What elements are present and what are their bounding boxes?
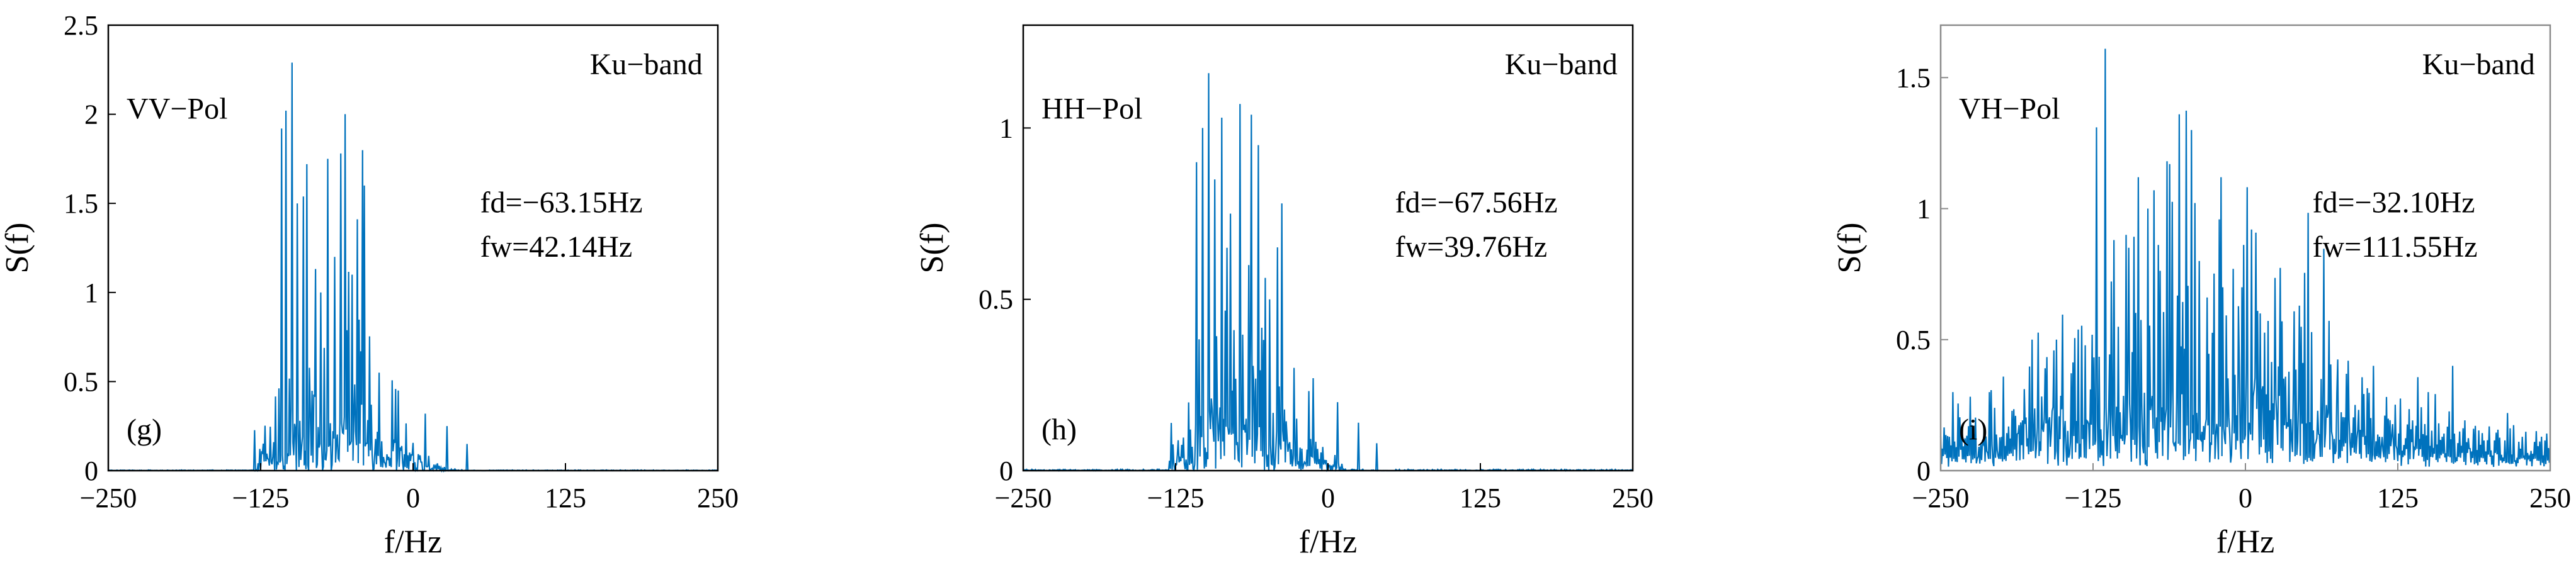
pol-label-g: VV−Pol bbox=[127, 92, 227, 126]
y-axis-ticks-g: 0 0.5 1 1.5 2 2.5 bbox=[64, 10, 116, 486]
x-axis-ticks-g: −250 −125 0 125 250 bbox=[80, 463, 739, 513]
fd-annotation-g: fd=−63.15Hz bbox=[480, 186, 642, 219]
plot-frame-g bbox=[107, 24, 719, 472]
x-tick-label-h: 250 bbox=[1612, 483, 1654, 513]
x-axis-label-h: f/Hz bbox=[1299, 524, 1357, 560]
x-axis-ticks-h: −250 −125 0 125 250 bbox=[995, 463, 1654, 513]
y-tick-label-g: 0 bbox=[84, 456, 98, 486]
x-tick-label-i: 250 bbox=[2529, 483, 2571, 513]
x-tick-label-g: 125 bbox=[545, 483, 586, 513]
x-axis-label-i: f/Hz bbox=[2216, 524, 2274, 560]
chart-panel-i: −250 −125 0 125 250 0 0.5 1 1.5 S(f) f/Hz Ku−ba… bbox=[1832, 24, 2571, 560]
y-tick-label-g: 1 bbox=[84, 277, 98, 308]
band-label-h: Ku−band bbox=[1505, 48, 1618, 81]
band-label-i: Ku−band bbox=[2422, 48, 2535, 81]
y-tick-label-g: 2.5 bbox=[64, 10, 98, 41]
series-line-i bbox=[1939, 48, 2551, 468]
y-tick-label-i: 1.5 bbox=[1896, 62, 1931, 93]
fw-annotation-h: fw=39.76Hz bbox=[1395, 230, 1547, 264]
y-tick-label-g: 2 bbox=[84, 99, 98, 130]
x-tick-label-h: 125 bbox=[1460, 483, 1501, 513]
plot-frame-i bbox=[1939, 24, 2551, 472]
pol-label-h: HH−Pol bbox=[1041, 92, 1142, 126]
chart-panel-h: −250 −125 0 125 250 00.51 S(f) f/Hz Ku−band … bbox=[914, 24, 1654, 560]
x-tick-label-h: −250 bbox=[995, 483, 1052, 513]
x-tick-label-g: −250 bbox=[80, 483, 137, 513]
x-tick-label-g: 250 bbox=[697, 483, 739, 513]
x-tick-label-h: −125 bbox=[1147, 483, 1205, 513]
y-tick-label-h: 0 bbox=[999, 456, 1013, 486]
pol-label-i: VH−Pol bbox=[1959, 92, 2060, 126]
y-tick-label-i: 1 bbox=[1917, 194, 1931, 225]
y-axis-label-h: S(f) bbox=[914, 223, 950, 274]
y-tick-label-g: 1.5 bbox=[64, 188, 98, 219]
y-tick-label-i: 0 bbox=[1917, 456, 1931, 486]
x-axis-label-g: f/Hz bbox=[384, 524, 442, 560]
x-tick-label-g: −125 bbox=[232, 483, 290, 513]
panel-letter-i: (i) bbox=[1959, 413, 1987, 446]
y-tick-label-h: 1 bbox=[999, 113, 1013, 143]
y-axis-label-g: S(f) bbox=[0, 223, 35, 274]
fd-annotation-i: fd=−32.10Hz bbox=[2312, 186, 2475, 219]
x-tick-label-g: 0 bbox=[406, 483, 420, 513]
series-line-h bbox=[1023, 73, 1633, 473]
y-axis-label-i: S(f) bbox=[1832, 223, 1868, 274]
chart-panel-g: −250 −125 0 125 250 0 0.5 1 1.5 2 2.5 S(f) f/Hz K… bbox=[0, 10, 739, 560]
x-tick-label-i: 125 bbox=[2377, 483, 2419, 513]
fw-annotation-g: fw=42.14Hz bbox=[480, 230, 632, 264]
x-tick-label-i: 0 bbox=[2238, 483, 2252, 513]
fd-annotation-h: fd=−67.56Hz bbox=[1395, 186, 1557, 219]
x-axis-ticks-i: −250 −125 0 125 250 bbox=[1912, 463, 2571, 513]
x-tick-label-i: −250 bbox=[1912, 483, 1970, 513]
y-tick-label-h: 0.5 bbox=[979, 284, 1013, 315]
x-tick-label-i: −125 bbox=[2065, 483, 2122, 513]
band-label-g: Ku−band bbox=[590, 48, 703, 81]
panel-letter-g: (g) bbox=[127, 413, 162, 446]
x-tick-label-h: 0 bbox=[1321, 483, 1335, 513]
y-tick-label-g: 0.5 bbox=[64, 366, 98, 397]
y-tick-label-i: 0.5 bbox=[1896, 325, 1931, 356]
panel-letter-h: (h) bbox=[1041, 413, 1077, 446]
plot-frame-h bbox=[1022, 24, 1634, 472]
y-axis-ticks-i: 0 0.5 1 1.5 bbox=[1896, 62, 1948, 486]
fw-annotation-i: fw=111.55Hz bbox=[2312, 230, 2477, 264]
